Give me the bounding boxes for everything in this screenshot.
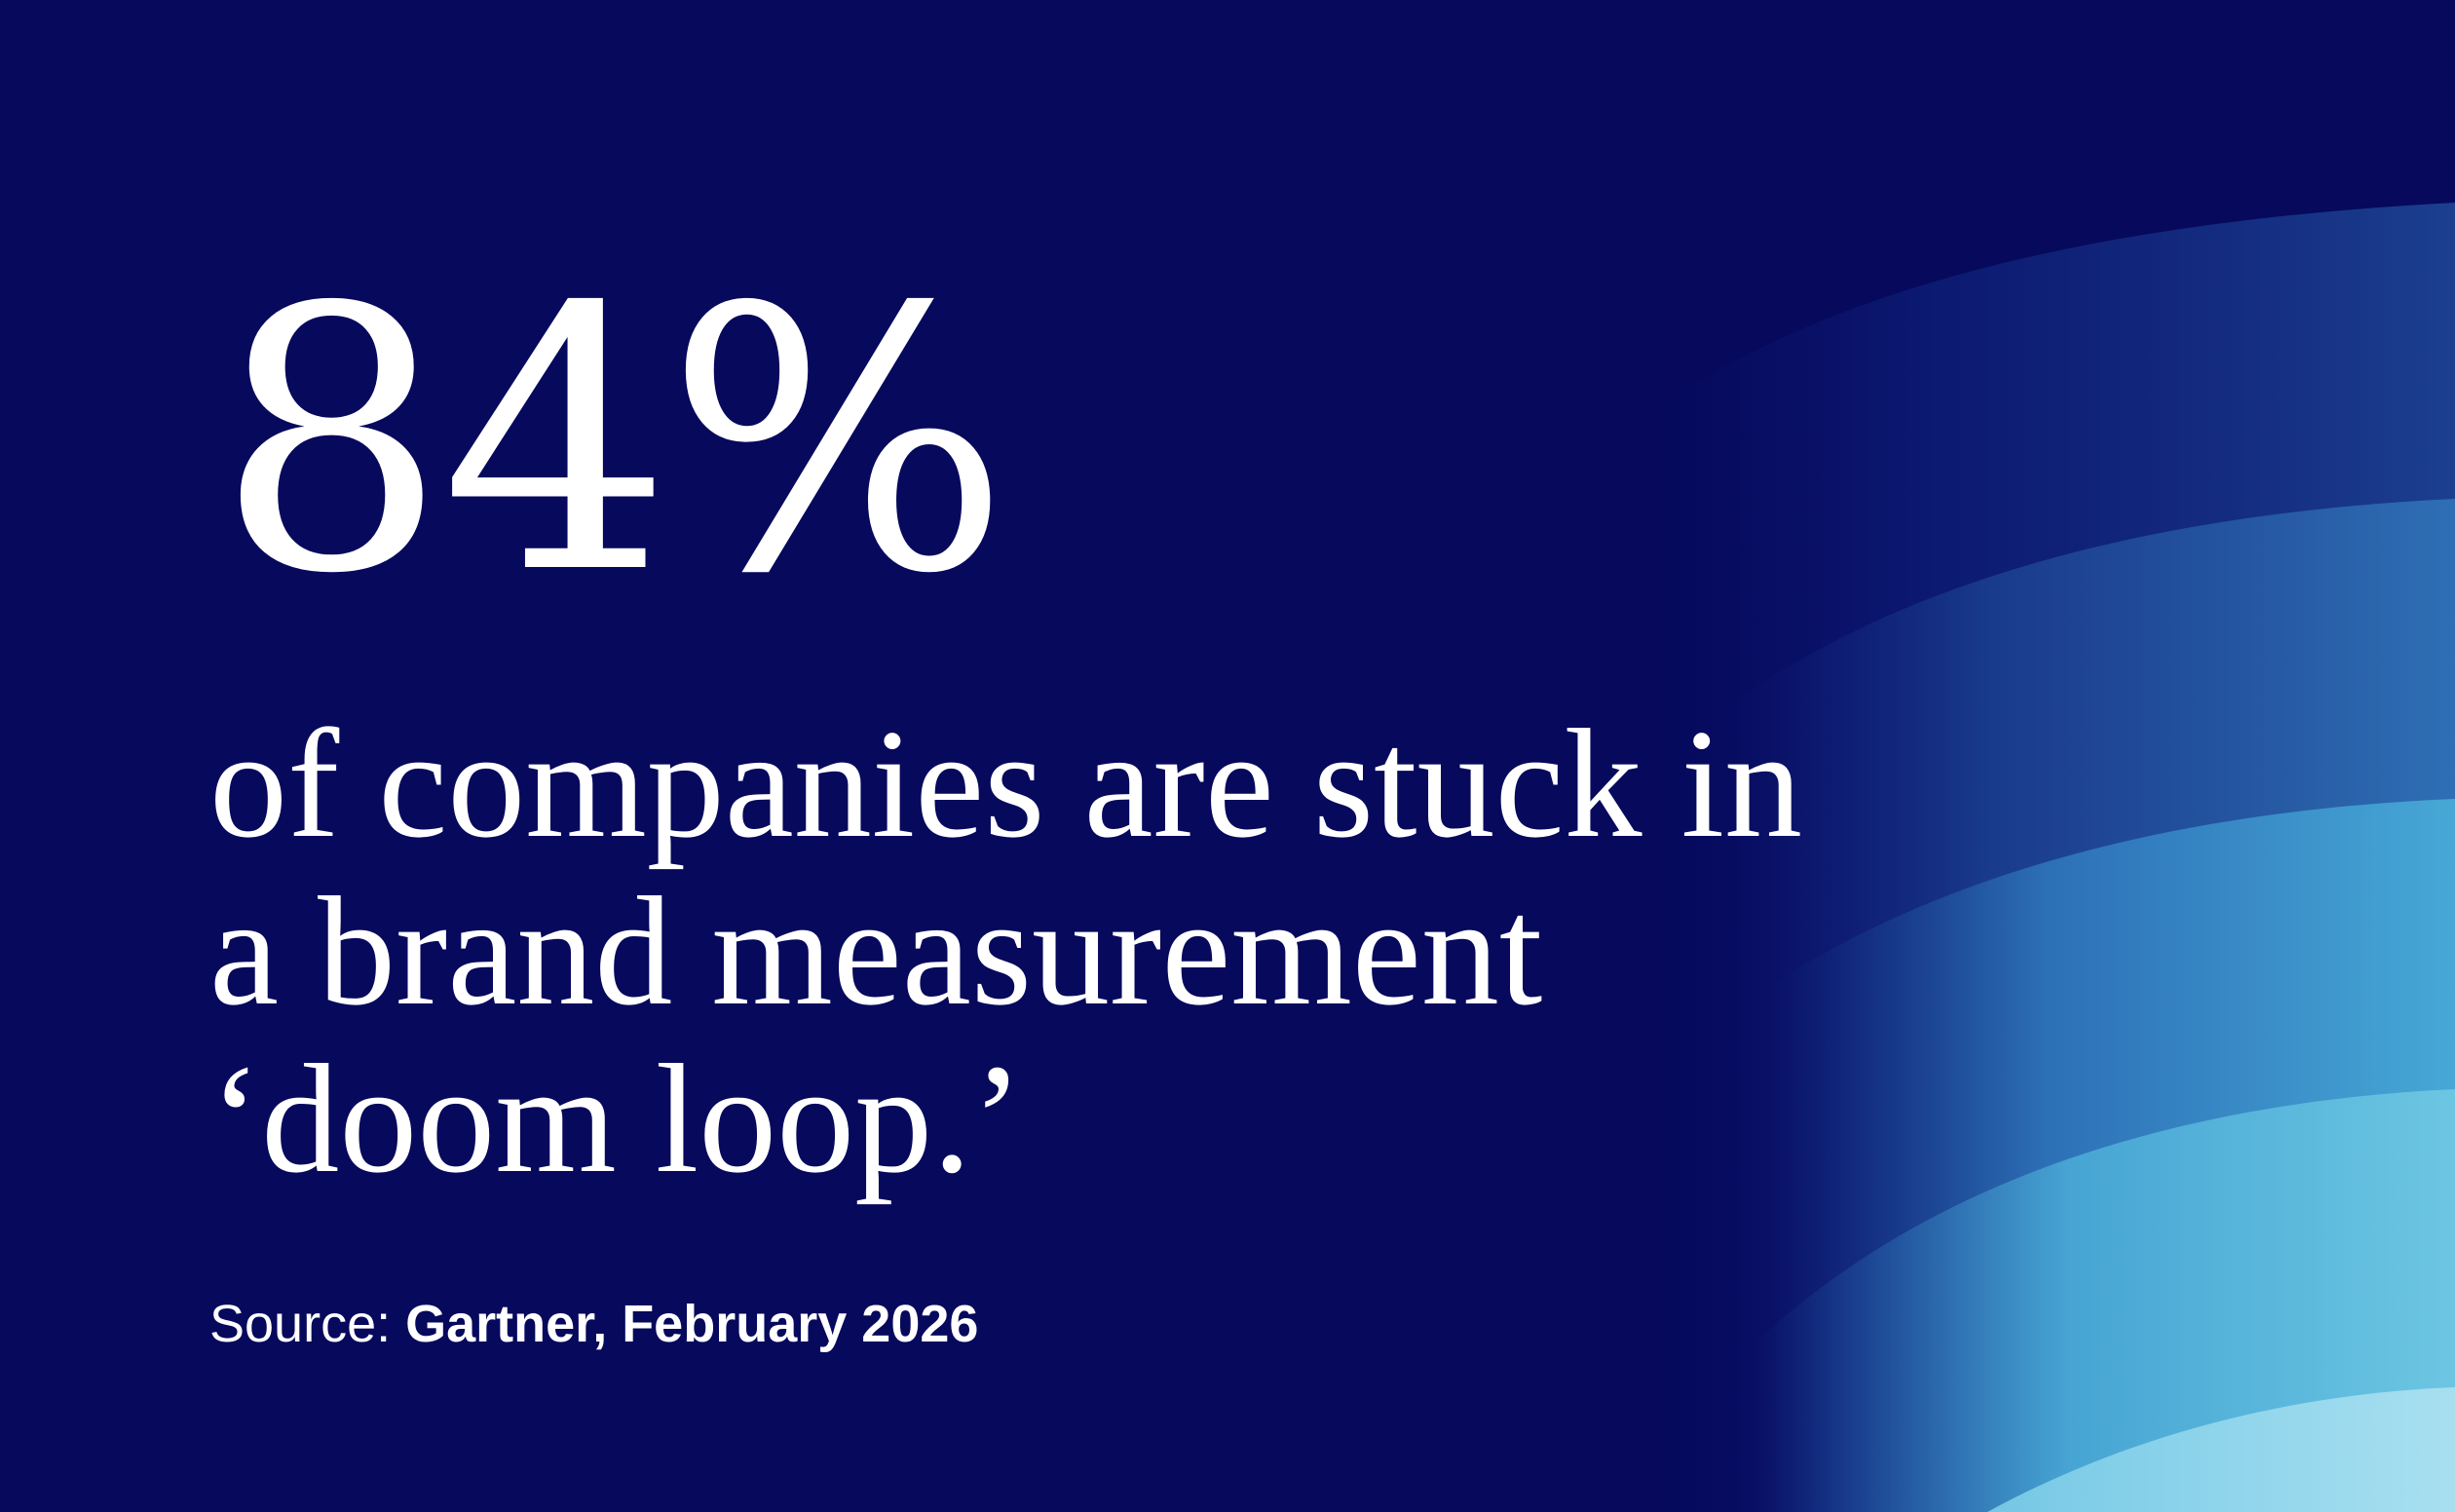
stat-description-line: a brand measurement — [209, 864, 1543, 1038]
wave-band-5 — [1987, 1387, 2455, 1512]
source-label: Source: — [209, 1295, 406, 1353]
source-name: Gartner, February 2026 — [405, 1295, 979, 1353]
source-citation: Source: Gartner, February 2026 — [209, 1292, 978, 1356]
stat-description: of companies are stuck in a brand measur… — [209, 699, 1866, 1202]
stat-value: 84% — [216, 231, 1010, 653]
stat-description-line: of companies are stuck in — [209, 697, 1802, 870]
stat-description-line: ‘doom loop.’ — [209, 1032, 1024, 1205]
wave-band-4 — [1754, 1089, 2455, 1512]
